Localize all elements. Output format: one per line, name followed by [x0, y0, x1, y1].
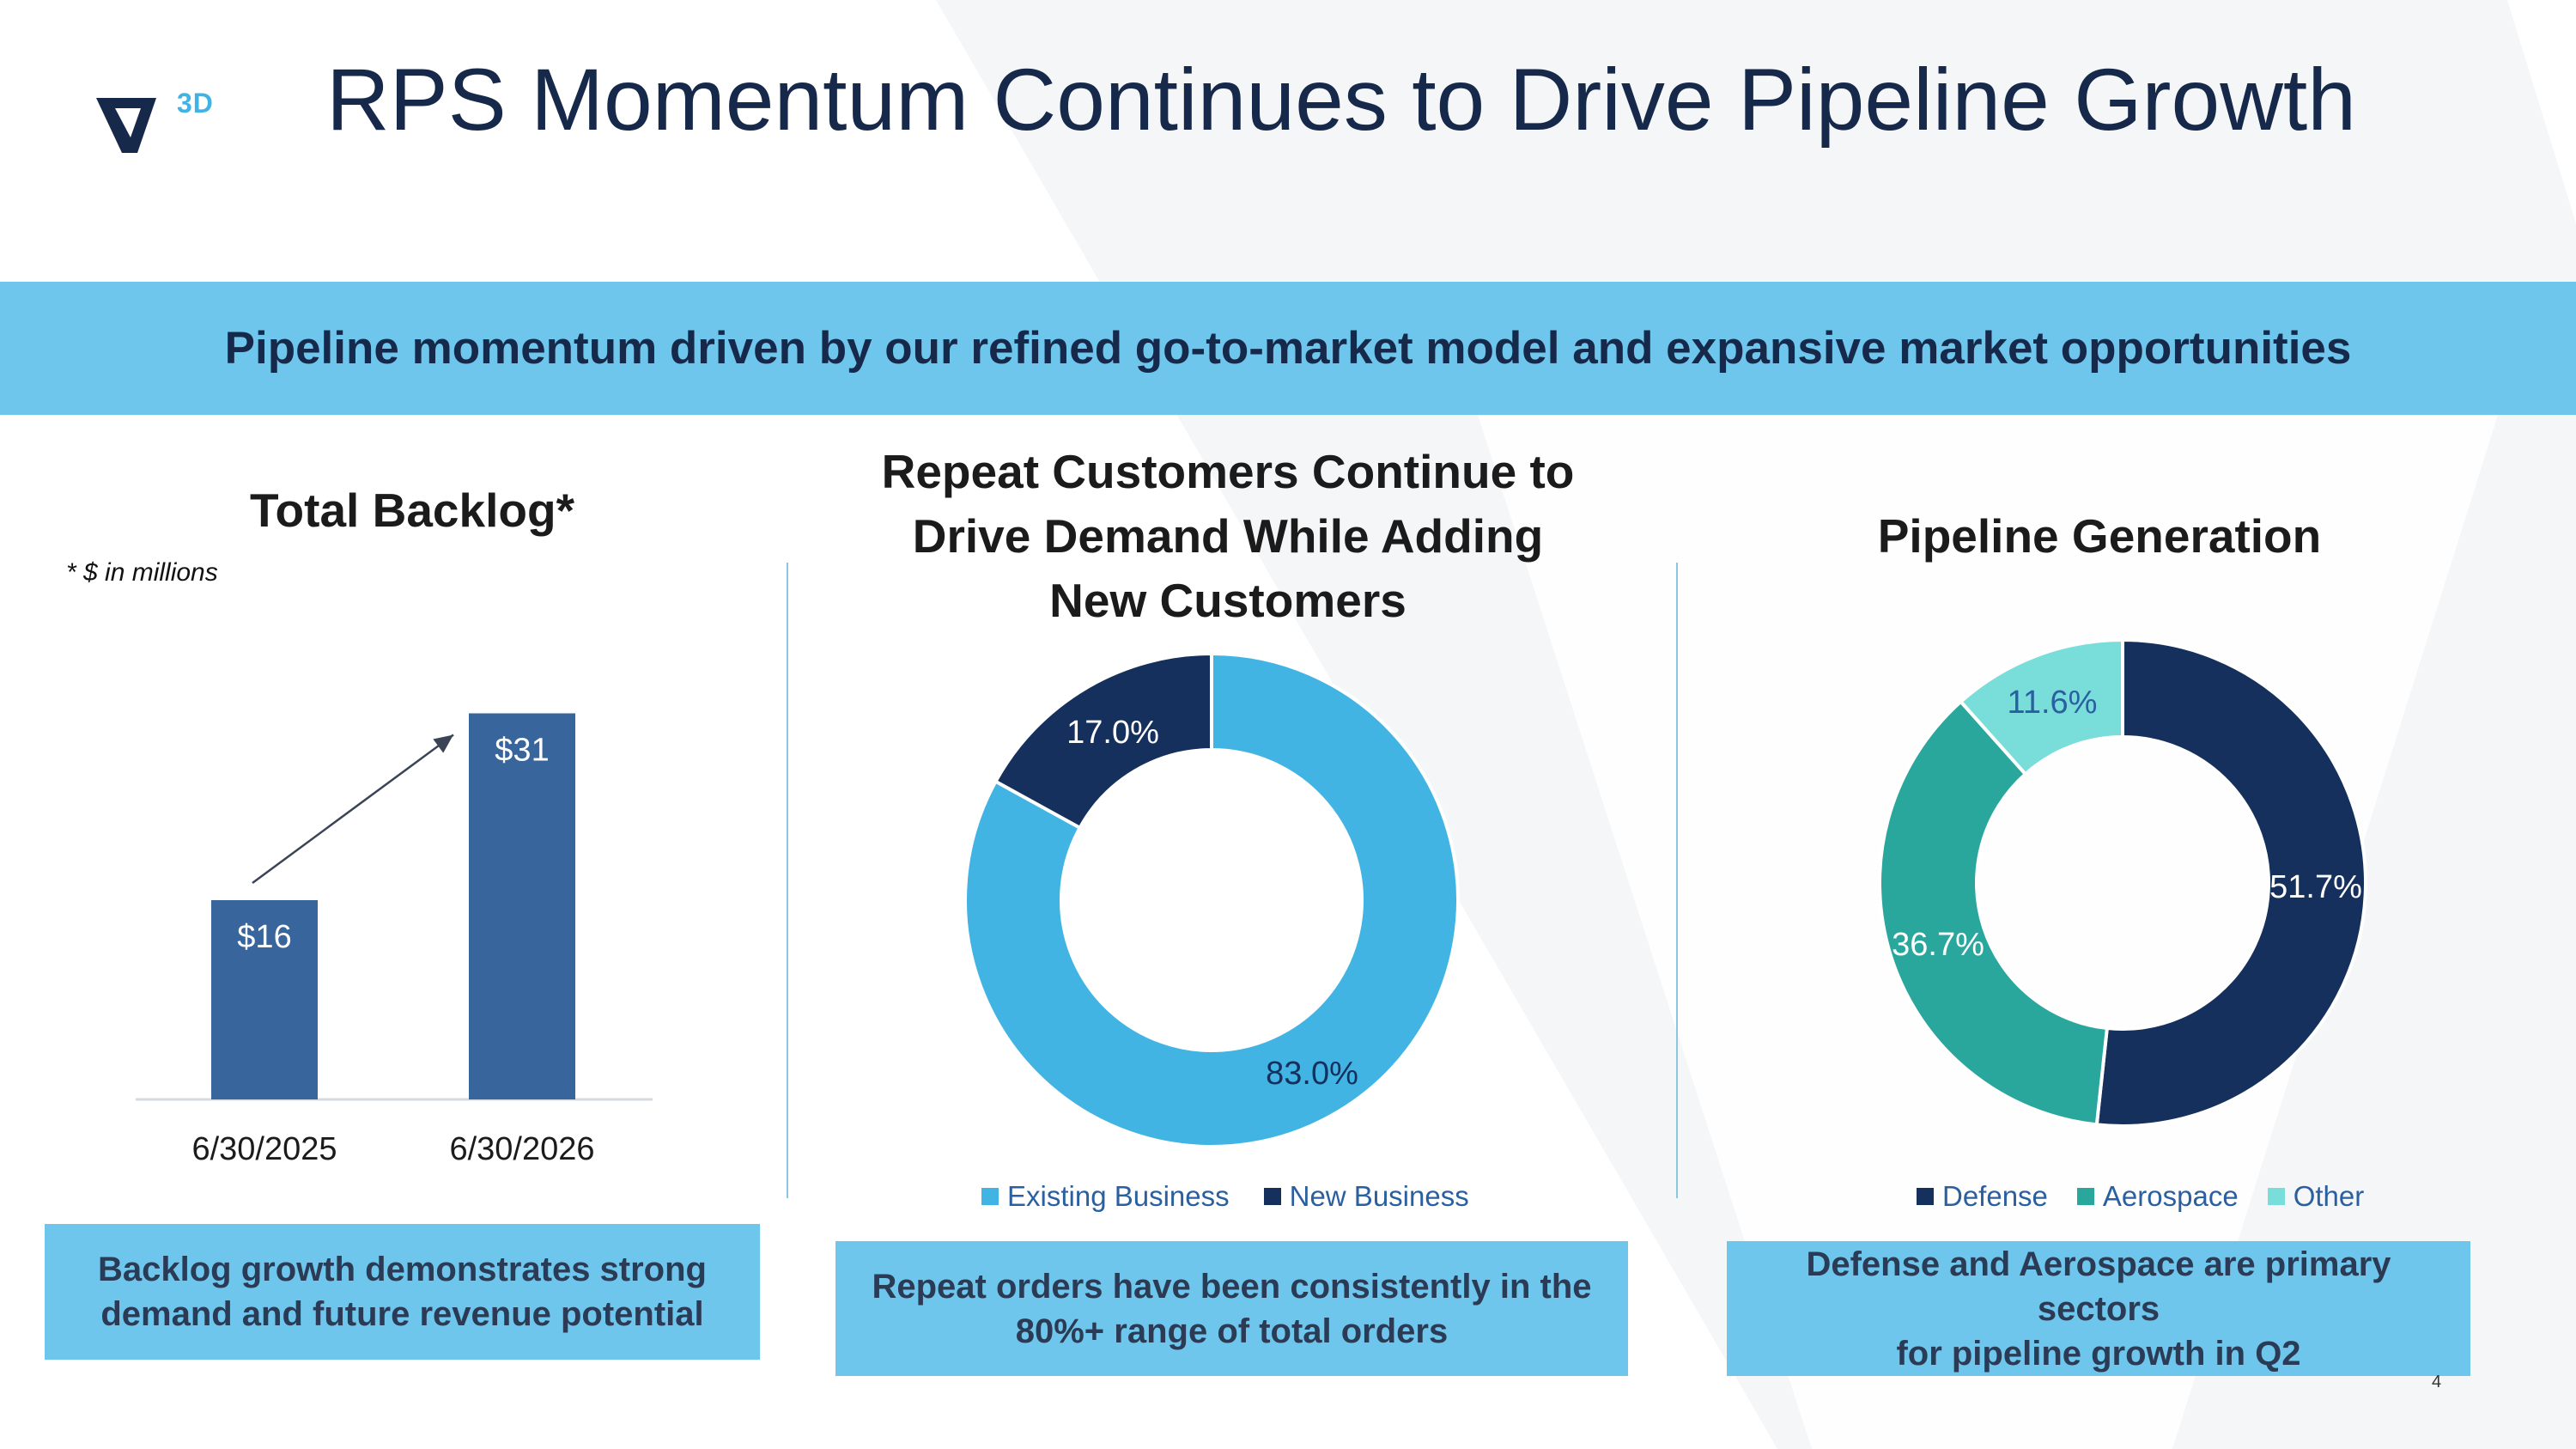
- pipeline-generation-legend: Defense Aerospace Other: [1917, 1180, 2364, 1213]
- legend-swatch: [2267, 1188, 2285, 1205]
- backlog-callout: Backlog growth demonstrates strong deman…: [45, 1224, 760, 1360]
- legend-label: Defense: [1942, 1180, 2048, 1212]
- company-logo: [96, 98, 156, 153]
- growth-arrow-head: [433, 734, 453, 753]
- repeat-customers-title: Repeat Customers Continue to Drive Deman…: [850, 440, 1606, 633]
- donut-slice: [1958, 637, 2124, 777]
- headline-banner: Pipeline momentum driven by our refined …: [0, 282, 2576, 415]
- growth-arrow: [252, 734, 454, 885]
- donut-slice: [2094, 637, 2367, 1128]
- logo-text: 3D: [177, 88, 214, 119]
- repeat-customers-legend: Existing Business New Business: [981, 1180, 1469, 1213]
- pipeline-generation-title: Pipeline Generation: [1877, 509, 2322, 563]
- legend-item-new-business: New Business: [1263, 1180, 1469, 1213]
- donut-slice: [993, 651, 1213, 831]
- legend-swatch: [981, 1188, 999, 1205]
- legend-swatch: [1917, 1188, 1934, 1205]
- legend-label: Other: [2293, 1180, 2365, 1212]
- pipeline-callout-line-2: for pipeline growth in Q2: [1896, 1334, 2301, 1373]
- legend-label: Existing Business: [1007, 1180, 1230, 1212]
- legend-item-other: Other: [2267, 1180, 2365, 1213]
- slice-value-label: 11.6%: [2008, 685, 2098, 721]
- panel-divider-right: [1676, 563, 1678, 1198]
- legend-label: New Business: [1289, 1180, 1469, 1212]
- repeat-customers-callout: Repeat orders have been consistently in …: [835, 1241, 1628, 1376]
- banner-text: Pipeline momentum driven by our refined …: [224, 323, 2352, 374]
- bar: [211, 900, 318, 1099]
- backlog-title: Total Backlog*: [250, 484, 574, 537]
- bar-value-label: $16: [237, 919, 291, 955]
- x-tick-label: 6/30/2026: [449, 1131, 594, 1167]
- legend-label: Aerospace: [2102, 1180, 2239, 1212]
- backlog-callout-line-2: demand and future revenue potential: [100, 1295, 704, 1333]
- donut-slice: [1878, 699, 2110, 1127]
- repeat-title-line-3: New Customers: [1049, 574, 1406, 627]
- legend-item-existing-business: Existing Business: [981, 1180, 1230, 1213]
- pipeline-generation-callout: Defense and Aerospace are primary sector…: [1727, 1241, 2470, 1376]
- page-number: 4: [2432, 1373, 2442, 1391]
- legend-swatch: [2076, 1188, 2094, 1205]
- x-tick-label: 6/30/2025: [191, 1131, 337, 1167]
- backlog-callout-line-1: Backlog growth demonstrates strong: [98, 1251, 707, 1288]
- bar: [469, 713, 575, 1099]
- bar-value-label: $31: [495, 733, 549, 769]
- backlog-units-note: * $ in millions: [66, 558, 218, 587]
- panel-divider-left: [787, 563, 788, 1198]
- slice-value-label: 51.7%: [2269, 869, 2362, 905]
- slice-value-label: 36.7%: [1892, 927, 1984, 963]
- repeat-title-line-2: Drive Demand While Adding: [912, 509, 1544, 563]
- repeat-title-line-1: Repeat Customers Continue to: [881, 445, 1575, 498]
- slice-value-label: 17.0%: [1066, 715, 1159, 751]
- slice-value-label: 83.0%: [1266, 1056, 1358, 1092]
- pipeline-callout-line-1: Defense and Aerospace are primary sector…: [1806, 1245, 2391, 1328]
- legend-item-aerospace: Aerospace: [2076, 1180, 2239, 1213]
- repeat-callout-line-1: Repeat orders have been consistently in …: [872, 1267, 1592, 1306]
- repeat-callout-line-2: 80%+ range of total orders: [1015, 1312, 1449, 1350]
- legend-swatch: [1263, 1188, 1281, 1205]
- legend-item-defense: Defense: [1917, 1180, 2048, 1213]
- donut-slice: [963, 651, 1460, 1148]
- page-title: RPS Momentum Continues to Drive Pipeline…: [326, 51, 2356, 149]
